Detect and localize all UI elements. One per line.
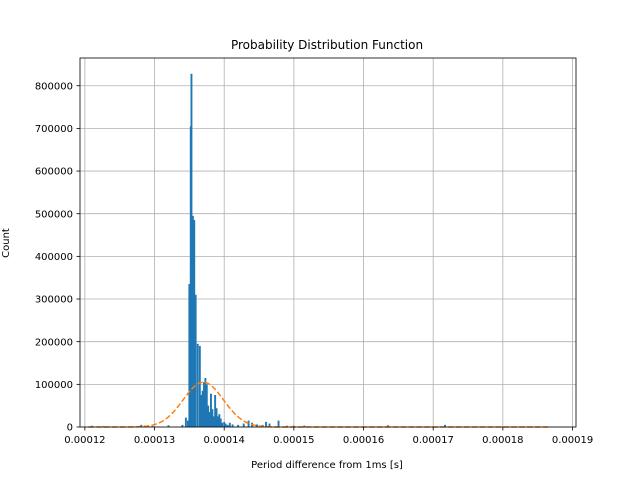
chart-title: Probability Distribution Function (231, 38, 423, 52)
histogram-bar (198, 345, 201, 427)
histogram-bar (203, 382, 205, 427)
x-tick-label: 0.00014 (204, 435, 245, 446)
histogram-bar (140, 424, 143, 427)
histogram-bar (212, 416, 215, 427)
histogram-bar (196, 343, 199, 427)
histogram-bar (219, 418, 222, 427)
y-tick-label: 100000 (35, 380, 73, 391)
x-tick-label: 0.00015 (273, 435, 314, 446)
histogram-bar (210, 393, 212, 427)
histogram-bar (191, 215, 194, 427)
fit-curve (88, 381, 549, 428)
histogram-bar (444, 424, 446, 427)
histogram-bar (207, 405, 210, 427)
histogram-bar (226, 424, 229, 427)
histogram-bar (151, 426, 154, 427)
histogram-bar (200, 395, 203, 427)
y-tick-label: 500000 (35, 209, 73, 220)
histogram-bar (237, 424, 240, 427)
histogram-bar (231, 424, 234, 427)
histogram-bar (255, 424, 258, 427)
histogram-bar (208, 412, 211, 427)
histogram-bar (201, 390, 204, 427)
histogram-bar (265, 421, 267, 427)
histogram-bar (214, 395, 217, 427)
x-tick-label: 0.00019 (552, 435, 593, 446)
x-axis: 0.00012 0.00013 0.00014 0.00015 0.00016 0.000… (64, 427, 593, 446)
y-axis-label: Count (1, 228, 12, 258)
histogram-bar (247, 420, 250, 427)
histogram-bar (193, 220, 196, 427)
histogram-bar (215, 408, 218, 427)
x-tick-label: 0.00012 (64, 435, 105, 446)
y-tick-label: 0 (67, 423, 73, 434)
histogram-bar (218, 414, 221, 427)
x-axis-label: Period difference from 1ms [s] (251, 460, 403, 471)
histogram-bar (221, 422, 224, 427)
histogram-bar (187, 420, 189, 427)
histogram-bar (303, 425, 306, 427)
histogram-bar (194, 294, 197, 427)
y-tick-label: 600000 (35, 167, 73, 178)
histogram-bar (211, 409, 214, 427)
y-tick-label: 800000 (35, 81, 73, 92)
x-tick-label: 0.00018 (482, 435, 523, 446)
y-tick-label: 400000 (35, 252, 73, 263)
histogram-bar (386, 425, 389, 427)
y-axis: 0 100000 200000 300000 400000 500000 600000 700… (35, 81, 80, 434)
x-tick-label: 0.00013 (134, 435, 175, 446)
histogram-bar (223, 421, 226, 427)
histogram-bars (90, 73, 446, 427)
histogram-bar (204, 377, 207, 427)
histogram-bar (188, 284, 191, 427)
x-tick-label: 0.00017 (413, 435, 454, 446)
y-tick-label: 300000 (35, 295, 73, 306)
histogram-bar (190, 73, 193, 427)
grid (80, 58, 576, 428)
x-tick-label: 0.00016 (343, 435, 384, 446)
histogram-bar (102, 426, 105, 427)
histogram-bar (205, 384, 208, 427)
y-tick-label: 200000 (35, 337, 73, 348)
y-tick-label: 700000 (35, 124, 73, 135)
histogram-bar (228, 422, 231, 427)
histogram-bar (184, 417, 187, 427)
histogram-bar (167, 425, 170, 427)
histogram-bar (181, 424, 184, 427)
histogram-bar (277, 420, 280, 427)
histogram-bar (268, 423, 271, 427)
plot-frame (79, 57, 577, 428)
histogram-bar (224, 423, 227, 427)
histogram-bar (216, 416, 219, 427)
histogram-bar (242, 423, 245, 427)
